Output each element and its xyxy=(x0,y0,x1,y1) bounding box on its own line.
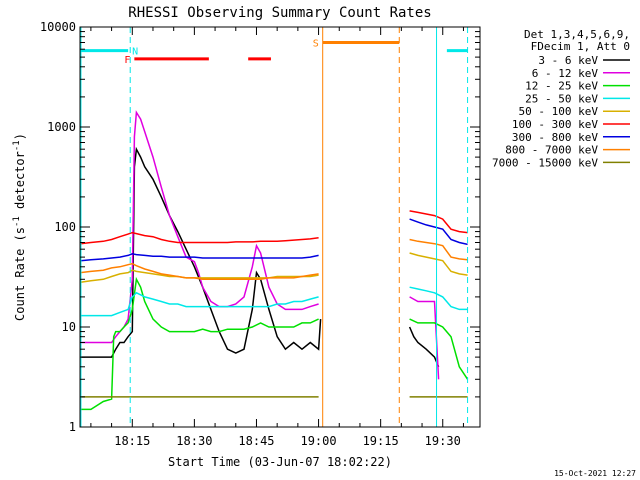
legend-label-1: 6 - 12 keV xyxy=(532,67,599,80)
chart-title: RHESSI Observing Summary Count Rates xyxy=(128,5,431,21)
series-5-segment-0 xyxy=(80,231,319,245)
x-axis-label: Start Time (03-Jun-07 18:02:22) xyxy=(168,455,392,469)
y-label-sup-1: -1 xyxy=(12,216,22,227)
annotation-label-S: S xyxy=(313,38,319,49)
series-2-segment-0 xyxy=(80,276,319,411)
legend-label-7: 800 - 7000 keV xyxy=(505,144,598,157)
series-5-segment-1 xyxy=(409,210,468,234)
legend-label-6: 300 - 800 keV xyxy=(512,131,598,144)
series-6-segment-0 xyxy=(80,253,319,262)
legend-label-3: 25 - 50 keV xyxy=(525,92,598,105)
annotation-label-F: F xyxy=(124,55,130,66)
series-4-segment-1 xyxy=(409,252,468,276)
x-tick-label-5: 19:30 xyxy=(425,434,461,448)
series-1-segment-0 xyxy=(80,110,319,344)
series-3-segment-1 xyxy=(409,286,468,311)
plot-frame xyxy=(79,26,481,428)
y-label-part-1: Count Rate (s xyxy=(13,227,27,321)
y-axis-label: Count Rate (s-1 detector-1) xyxy=(12,133,27,321)
legend-label-8: 7000 - 15000 keV xyxy=(492,156,598,169)
y-tick-label-1: 10 xyxy=(62,320,76,334)
series-3-segment-0 xyxy=(80,291,319,317)
y-label-part-2: detector xyxy=(13,151,27,216)
x-tick-label-0: 18:15 xyxy=(114,434,150,448)
series-2-segment-1 xyxy=(409,318,469,380)
x-tick-label-4: 19:15 xyxy=(363,434,399,448)
series-layer xyxy=(80,110,469,411)
y-tick-label-3: 1000 xyxy=(47,120,76,134)
x-tick-label-3: 19:00 xyxy=(300,434,336,448)
y-tick-label-4: 10000 xyxy=(40,20,76,34)
x-axis: 18:15 18:30 18:45 19:00 19:15 19:30 xyxy=(90,27,464,448)
legend-label-0: 3 - 6 keV xyxy=(538,54,598,67)
y-label-part-3: ) xyxy=(13,133,27,140)
y-tick-label-2: 100 xyxy=(54,220,76,234)
legend-label-4: 50 - 100 keV xyxy=(519,105,599,118)
y-tick-label-0: 1 xyxy=(69,420,76,434)
y-label-sup-2: -1 xyxy=(12,140,22,151)
series-0-segment-1 xyxy=(408,326,440,368)
series-7-segment-0 xyxy=(80,262,319,281)
timestamp: 15-Oct-2021 12:27 xyxy=(554,469,636,478)
annotation-label-N: N xyxy=(132,47,138,58)
series-0-segment-0 xyxy=(80,146,322,358)
annotation-layer xyxy=(80,27,469,427)
x-tick-label-1: 18:30 xyxy=(176,434,212,448)
legend-label-2: 12 - 25 keV xyxy=(525,80,598,93)
plot-area: 18:15 18:30 18:45 19:00 19:15 19:30 1 10 100 100… xyxy=(40,20,481,448)
legend: Det 1,3,4,5,6,9,FDecim 1, Att 03 - 6 keV… xyxy=(492,28,630,169)
legend-label-5: 100 - 300 keV xyxy=(512,118,598,131)
series-6-segment-1 xyxy=(409,218,468,246)
legend-header-0: Det 1,3,4,5,6,9, xyxy=(524,28,630,41)
y-axis: 1 10 100 1000 10000 xyxy=(40,20,480,434)
legend-header-1: FDecim 1, Att 0 xyxy=(531,40,630,53)
series-7-segment-1 xyxy=(409,238,468,261)
series-1-segment-1 xyxy=(409,296,440,380)
x-tick-label-2: 18:45 xyxy=(238,434,274,448)
